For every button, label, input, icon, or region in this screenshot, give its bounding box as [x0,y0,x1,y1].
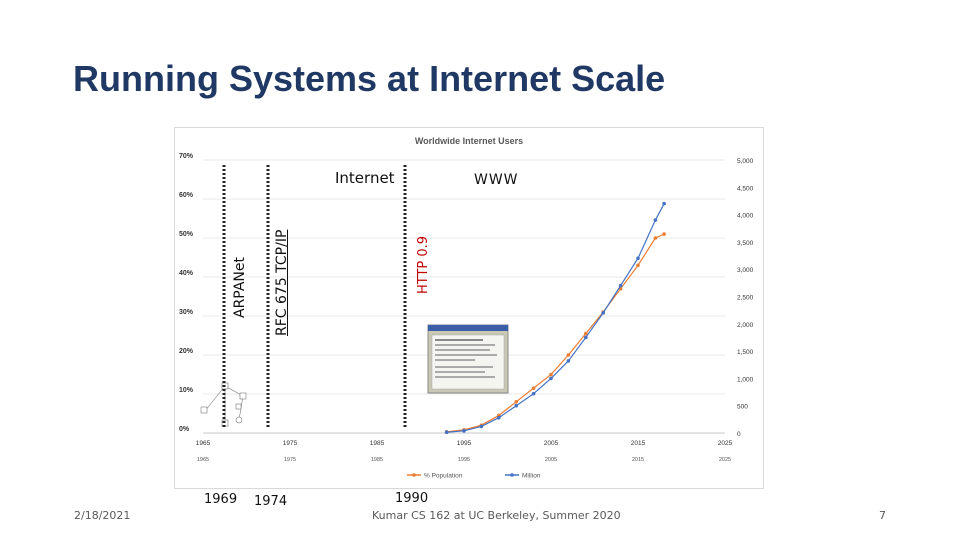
data-point [549,376,553,381]
data-point [662,232,666,236]
page-number: 7 [879,509,886,522]
series-line-population [446,233,665,433]
data-point [444,430,449,435]
x-tick-label-secondary: 2015 [632,457,644,463]
x-tick-label: 1965 [196,440,211,447]
y-right-tick-label: 1,500 [737,349,754,356]
x-tick-label: 1985 [370,440,385,447]
y-right-tick-label: 3,000 [737,267,754,274]
data-point [497,415,501,420]
y-left-tick-label: 70% [179,153,194,160]
data-point [584,335,588,340]
y-left-tick-label: 40% [179,270,194,277]
data-point [566,353,571,357]
data-point [636,263,640,268]
chart-canvas: Worldwide Internet Users 0% 10% 20% 30% 40% 5… [179,136,754,480]
x-tick-label-secondary: 2005 [545,457,557,463]
x-tick-label: 2015 [631,440,646,447]
x-tick-label: 1975 [283,440,298,447]
slide-footer: Kumar CS 162 at UC Berkeley, Summer 2020 [372,509,621,522]
http-label: HTTP 0.9 [416,235,431,294]
y-left-tick-label: 0% [179,426,190,433]
y-left-tick-label: 30% [179,309,194,316]
y-right-tick-label: 1,000 [737,376,754,383]
y-right-tick-label: 5,000 [737,158,754,165]
y-left-tick-label: 50% [179,231,194,238]
y-right-tick-label: 3,500 [737,240,754,247]
data-point [618,283,623,288]
x-tick-label-secondary: 1995 [458,457,470,463]
rfc-label: RFC 675 TCP/IP [274,229,290,336]
y-left-tick-label: 20% [179,348,194,355]
chart-title: Worldwide Internet Users [415,136,523,146]
early-browser-screenshot [427,324,509,394]
y-right-tick-label: 500 [737,404,748,411]
x-tick-label-secondary: 1975 [284,457,296,463]
y-right-tick-label: 4,000 [737,213,754,220]
data-point [566,359,571,363]
slide-date: 2/18/2021 [74,509,131,522]
data-point [514,403,518,408]
data-point [584,331,588,336]
y-right-tick-label: 2,000 [737,322,754,329]
data-point [662,201,666,206]
year-1969-label: 1969 [204,492,238,507]
data-point [549,372,553,377]
internet-label: Internet [335,169,395,187]
internet-users-chart: Worldwide Internet Users 0% 10% 20% 30% 40% 5… [174,127,764,489]
legend-marker [510,473,514,477]
y-right-tick-label: 0 [737,431,741,438]
x-tick-label-secondary: 1965 [197,457,209,463]
x-tick-label-secondary: 2025 [719,457,731,463]
x-tick-label-secondary: 1985 [371,457,383,463]
data-point [653,236,658,240]
data-point [636,256,640,261]
data-point [601,311,605,315]
y-left-tick-label: 60% [179,192,194,199]
legend-label: Million [522,473,541,480]
data-point [479,424,484,429]
legend-marker [412,473,416,477]
year-1990-label: 1990 [395,491,429,506]
year-1974-label: 1974 [254,494,288,509]
page-title: Running Systems at Internet Scale [73,58,666,99]
y-right-tick-label: 4,500 [737,185,754,192]
data-point [653,218,658,222]
data-point [462,429,466,433]
data-point [514,400,518,404]
x-tick-label: 2005 [544,440,559,447]
data-point [531,391,536,396]
series-line-million [446,203,665,433]
legend-label: % Population [424,473,463,480]
data-point [531,386,536,390]
y-right-tick-label: 2,500 [737,295,754,302]
x-tick-label: 1995 [457,440,472,447]
y-left-tick-label: 10% [179,387,194,394]
arpanet-label: ARPANet [232,256,248,318]
x-tick-label: 2025 [718,440,733,447]
www-label: WWW [474,172,519,188]
